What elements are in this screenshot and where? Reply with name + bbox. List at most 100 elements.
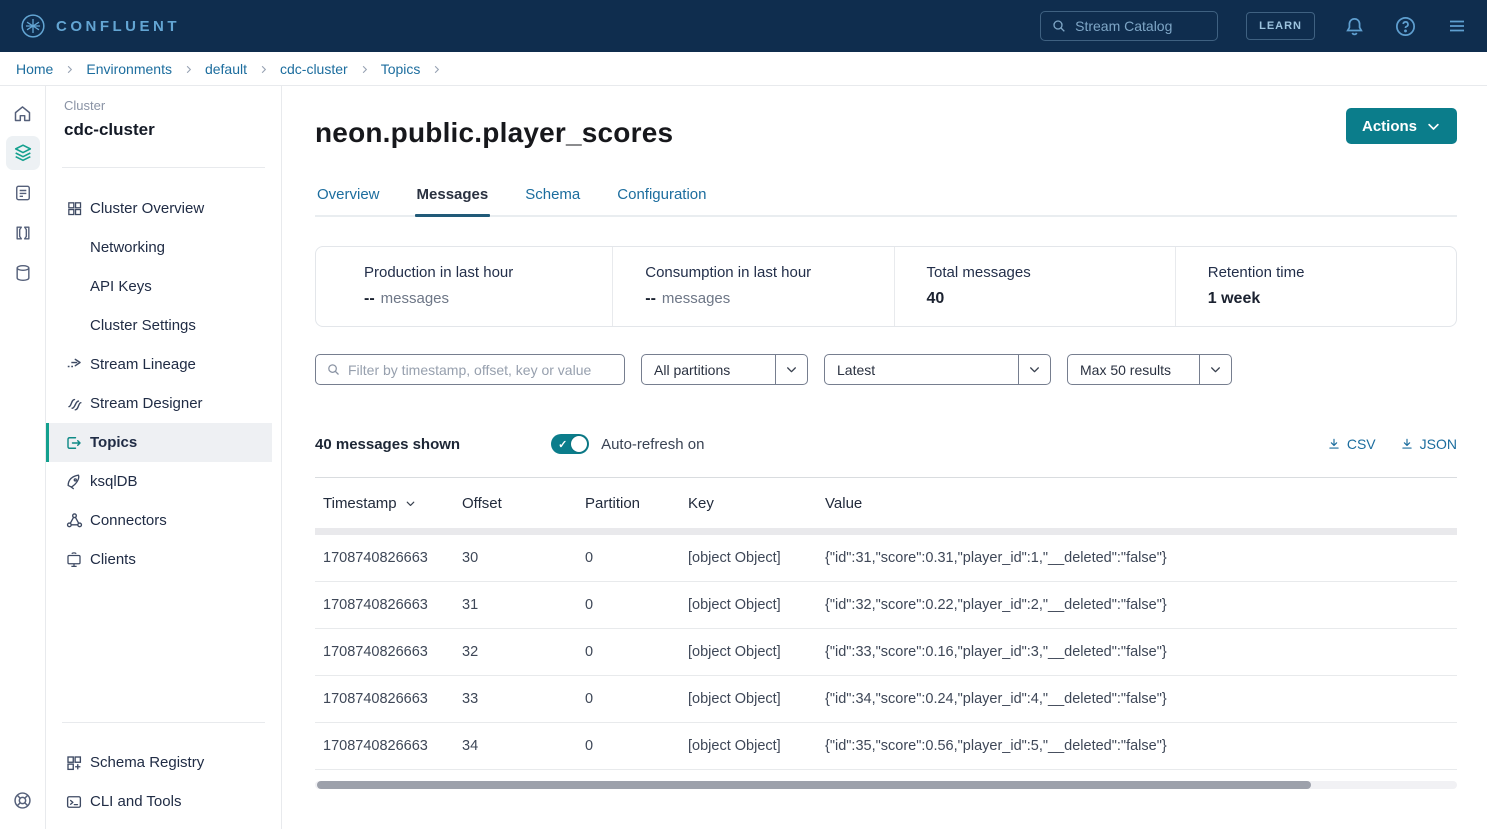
tab-overview[interactable]: Overview: [317, 186, 380, 203]
download-csv-link[interactable]: CSV: [1327, 436, 1376, 452]
sidebar: Cluster cdc-cluster Cluster Overview Net…: [46, 86, 282, 829]
table-row[interactable]: 1708740826663 30 0 [object Object] {"id"…: [315, 535, 1457, 582]
chevron-down-icon: [775, 355, 807, 384]
breadcrumb-cluster[interactable]: cdc-cluster: [280, 60, 348, 77]
cell-partition: 0: [585, 738, 594, 754]
column-label: Key: [688, 494, 714, 512]
sidebar-item-ksqldb[interactable]: ksqlDB: [46, 462, 272, 501]
sidebar-item-networking[interactable]: Networking: [46, 228, 272, 267]
message-filter-input[interactable]: [348, 361, 614, 378]
tab-messages[interactable]: Messages: [414, 186, 491, 217]
stats-card: Production in last hour -- messages Consu…: [315, 246, 1457, 327]
cell-value: {"id":33,"score":0.16,"player_id":3,"__d…: [825, 644, 1167, 660]
offset-position-select[interactable]: Latest: [824, 354, 1051, 385]
chevron-right-icon: [359, 64, 370, 75]
schema-registry-icon: [64, 754, 84, 772]
hamburger-menu-icon[interactable]: [1445, 14, 1469, 38]
actions-button[interactable]: Actions: [1345, 108, 1457, 144]
cell-key: [object Object]: [688, 738, 781, 754]
cell-timestamp: 1708740826663: [323, 550, 428, 566]
sidebar-item-label: CLI and Tools: [90, 793, 182, 810]
sidebar-item-label: Stream Lineage: [90, 356, 196, 373]
stat-label: Retention time: [1207, 264, 1305, 281]
auto-refresh-toggle[interactable]: ✓: [551, 434, 590, 454]
stat-value: 1 week: [1207, 290, 1261, 307]
partitions-select[interactable]: All partitions: [641, 354, 808, 385]
stat-consumption: Consumption in last hour -- messages: [612, 247, 893, 326]
sidebar-item-stream-designer[interactable]: Stream Designer: [46, 384, 272, 423]
help-icon[interactable]: [1394, 15, 1417, 38]
table-row[interactable]: 1708740826663 31 0 [object Object] {"id"…: [315, 582, 1457, 629]
sidebar-item-label: Stream Designer: [90, 395, 203, 412]
breadcrumb-topics[interactable]: Topics: [380, 60, 421, 77]
sidebar-item-schema-registry[interactable]: Schema Registry: [46, 743, 272, 782]
learn-button[interactable]: LEARN: [1246, 12, 1315, 40]
cell-timestamp: 1708740826663: [323, 597, 428, 613]
messages-table: Timestamp Offset Partition Key Value 170…: [315, 477, 1457, 770]
home-icon[interactable]: [6, 96, 40, 130]
table-row[interactable]: 1708740826663 32 0 [object Object] {"id"…: [315, 629, 1457, 676]
stream-catalog-input[interactable]: [1075, 18, 1208, 34]
breadcrumb-default[interactable]: default: [204, 60, 247, 77]
json-label: JSON: [1419, 436, 1457, 452]
message-filter-search[interactable]: [315, 354, 625, 385]
connectors-icon: [64, 511, 84, 530]
sidebar-item-cluster-overview[interactable]: Cluster Overview: [46, 189, 272, 228]
cell-timestamp: 1708740826663: [323, 644, 428, 660]
stat-label: Total messages: [926, 264, 1031, 281]
stat-suffix: messages: [661, 290, 731, 307]
table-horizontal-scrollbar-track[interactable]: [315, 528, 1457, 535]
sidebar-footer: Schema Registry CLI and Tools: [46, 722, 281, 829]
chevron-right-icon: [64, 64, 75, 75]
horizontal-scrollbar-track[interactable]: [315, 781, 1457, 789]
horizontal-scrollbar-thumb[interactable]: [317, 781, 1311, 789]
divider: [62, 167, 265, 168]
stat-value: --: [645, 290, 656, 307]
column-header-timestamp[interactable]: Timestamp: [323, 495, 462, 512]
confluent-logo[interactable]: CONFLUENT: [20, 13, 180, 39]
filter-bar: All partitions Latest Max 50 results: [315, 354, 1457, 385]
top-navbar: CONFLUENT LEARN: [0, 0, 1487, 52]
sidebar-item-label: Connectors: [90, 512, 167, 529]
download-icon: [1327, 437, 1341, 451]
stream-catalog-search[interactable]: [1040, 11, 1219, 41]
stat-value: --: [364, 290, 375, 307]
sidebar-item-stream-lineage[interactable]: Stream Lineage: [46, 345, 272, 384]
sidebar-item-clients[interactable]: Clients: [46, 540, 272, 579]
table-row[interactable]: 1708740826663 34 0 [object Object] {"id"…: [315, 723, 1457, 770]
database-icon[interactable]: [6, 256, 40, 290]
sidebar-item-cluster-settings[interactable]: Cluster Settings: [46, 306, 272, 345]
column-label: Timestamp: [323, 494, 397, 512]
sidebar-item-label: Schema Registry: [90, 754, 205, 771]
notifications-bell-icon[interactable]: [1343, 15, 1366, 38]
tab-configuration[interactable]: Configuration: [617, 186, 707, 203]
environments-layers-icon[interactable]: [5, 136, 40, 170]
breadcrumb-home[interactable]: Home: [16, 60, 54, 77]
flink-brackets-icon[interactable]: [6, 216, 40, 250]
table-row[interactable]: 1708740826663 33 0 [object Object] {"id"…: [315, 676, 1457, 723]
document-icon[interactable]: [6, 176, 40, 210]
max-results-select[interactable]: Max 50 results: [1067, 354, 1232, 385]
icon-rail: [0, 86, 46, 829]
sidebar-item-connectors[interactable]: Connectors: [46, 501, 272, 540]
cell-offset: 30: [462, 550, 479, 566]
search-icon: [1051, 18, 1067, 34]
cell-partition: 0: [585, 691, 594, 707]
support-globe-icon[interactable]: [6, 783, 40, 817]
column-label: Offset: [462, 494, 502, 512]
cell-key: [object Object]: [688, 550, 781, 566]
sidebar-item-label: Networking: [90, 239, 166, 256]
tab-schema[interactable]: Schema: [525, 186, 581, 203]
sidebar-item-api-keys[interactable]: API Keys: [46, 267, 272, 306]
check-icon: ✓: [558, 438, 568, 451]
breadcrumb-environments[interactable]: Environments: [86, 60, 172, 77]
sidebar-item-topics[interactable]: Topics: [46, 423, 272, 462]
cell-value: {"id":35,"score":0.56,"player_id":5,"__d…: [825, 738, 1167, 754]
cell-value: {"id":32,"score":0.22,"player_id":2,"__d…: [825, 597, 1167, 613]
sidebar-item-label: API Keys: [90, 278, 152, 295]
download-json-link[interactable]: JSON: [1400, 436, 1457, 452]
max-results-value: Max 50 results: [1080, 361, 1172, 378]
stat-suffix: messages: [380, 290, 450, 307]
sidebar-item-cli-and-tools[interactable]: CLI and Tools: [46, 782, 272, 821]
partitions-select-value: All partitions: [654, 361, 731, 378]
